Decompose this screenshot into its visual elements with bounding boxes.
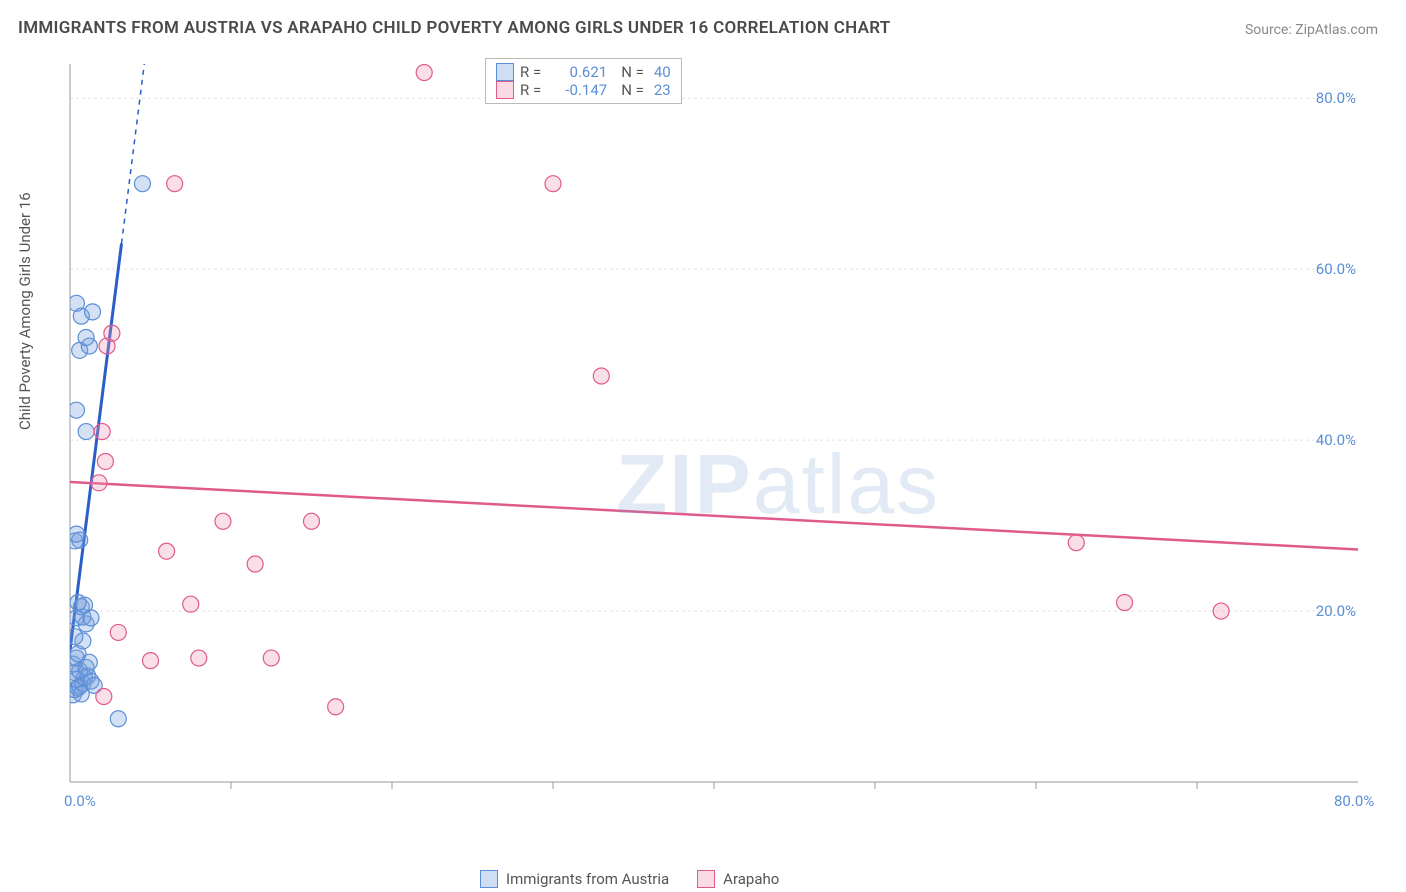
y-tick-label: 40.0%	[1316, 431, 1356, 449]
source-label: Source:	[1245, 22, 1292, 38]
source-attribution: Source: ZipAtlas.com	[1245, 22, 1378, 38]
correlation-legend: R = 0.621 N = 40 R = -0.147 N = 23	[485, 58, 682, 104]
legend-item-austria: Immigrants from Austria	[480, 870, 669, 888]
legend-item-arapaho: Arapaho	[697, 870, 779, 888]
y-tick-label: 60.0%	[1316, 260, 1356, 278]
legend-label: Immigrants from Austria	[506, 870, 669, 888]
source-link[interactable]: ZipAtlas.com	[1295, 22, 1378, 38]
r-label: R =	[520, 63, 541, 81]
swatch-pink-icon	[496, 81, 514, 99]
legend-row-blue: R = 0.621 N = 40	[496, 63, 671, 81]
x-tick-label: 80.0%	[1334, 792, 1374, 810]
r-label: R =	[520, 81, 541, 99]
swatch-blue-icon	[496, 63, 514, 81]
r-value-pink: -0.147	[547, 81, 607, 99]
x-tick-label: 0.0%	[64, 792, 96, 810]
chart-title: IMMIGRANTS FROM AUSTRIA VS ARAPAHO CHILD…	[18, 18, 891, 38]
swatch-pink-icon	[697, 870, 715, 888]
r-value-blue: 0.621	[547, 63, 607, 81]
n-value-pink: 23	[654, 81, 671, 99]
y-axis-label: Child Poverty Among Girls Under 16	[16, 192, 34, 430]
legend-row-pink: R = -0.147 N = 23	[496, 81, 671, 99]
legend-label: Arapaho	[723, 870, 779, 888]
n-label: N =	[621, 81, 644, 99]
y-tick-label: 20.0%	[1316, 602, 1356, 620]
scatter-plot-svg	[56, 56, 1372, 816]
n-value-blue: 40	[654, 63, 671, 81]
y-tick-label: 80.0%	[1316, 89, 1356, 107]
series-legend: Immigrants from Austria Arapaho	[480, 870, 779, 888]
n-label: N =	[621, 63, 644, 81]
swatch-blue-icon	[480, 870, 498, 888]
chart-area: ZIPatlas 20.0%40.0%60.0%80.0%0.0%80.0%	[56, 56, 1372, 816]
